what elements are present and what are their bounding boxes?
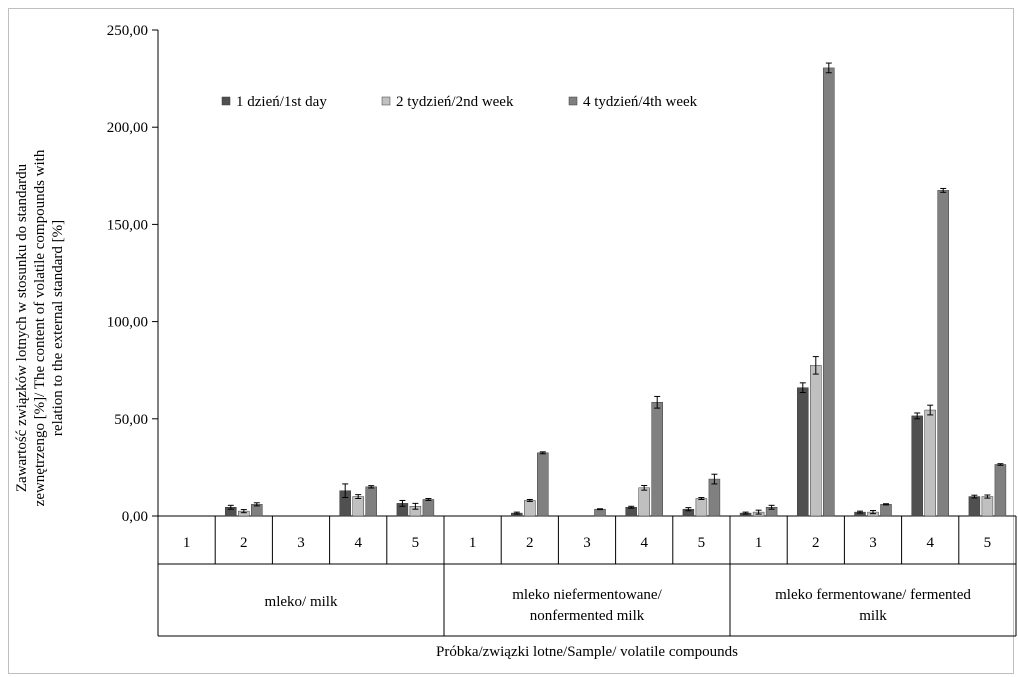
chart-frame <box>8 8 1014 674</box>
bar <box>981 496 994 517</box>
y-axis-label: Zawartość związków lotnych w stosunku do… <box>14 149 66 506</box>
bar <box>651 402 663 517</box>
x-group-label-line-1: mleko fermentowane/ fermented <box>775 587 971 603</box>
x-category-label: 5 <box>984 535 992 551</box>
bar <box>994 464 1007 517</box>
bar <box>968 496 981 517</box>
legend-entry: 1 dzień/1st day <box>236 94 327 110</box>
x-category-label: 4 <box>354 535 362 551</box>
x-group-label-line-2: milk <box>859 608 887 624</box>
y-tick-labels: 0,00 50,00 100,00 150,00 200,00 250,00 <box>107 23 148 525</box>
x-category-label: 3 <box>583 535 591 551</box>
x-category-label: 4 <box>640 535 648 551</box>
y-axis-label-line-2: zewnętrzengo [%]/ The content of volatil… <box>32 149 48 506</box>
axes <box>152 29 1017 637</box>
bar <box>823 67 835 517</box>
legend-swatch <box>221 96 231 106</box>
bar <box>537 452 549 517</box>
bar <box>524 500 536 517</box>
y-axis-label-line-3: relation to the external standard [%] <box>50 220 66 436</box>
error-bars <box>227 62 1004 515</box>
x-group-label-line-2: nonfermented milk <box>530 608 645 624</box>
x-group-label-line-1: mleko/ milk <box>265 594 338 610</box>
legend-entry: 4 tydzień/4th week <box>583 94 698 110</box>
y-tick-label: 200,00 <box>107 120 148 136</box>
x-axis-label: Próbka/związki lotne/Sample/ volatile co… <box>436 644 738 660</box>
x-group-label-line-1: mleko niefermentowane/ <box>512 587 662 603</box>
legend-entry: 2 tydzień/2nd week <box>396 94 514 110</box>
bar <box>708 478 721 517</box>
legend-swatch <box>568 96 578 106</box>
bar <box>594 508 606 517</box>
bar <box>924 409 936 517</box>
bar <box>880 504 892 517</box>
y-tick-label: 50,00 <box>114 412 148 428</box>
bar <box>810 365 822 517</box>
x-category-label: 2 <box>812 535 820 551</box>
bars <box>225 67 1007 517</box>
x-category-label: 5 <box>698 535 706 551</box>
x-category-label: 1 <box>183 535 191 551</box>
x-category-labels: 1 2 3 4 5 1 2 3 4 5 1 2 3 4 5 <box>183 535 991 551</box>
bar <box>365 486 377 517</box>
y-tick-label: 0,00 <box>122 509 148 525</box>
y-axis-label-line-1: Zawartość związków lotnych w stosunku do… <box>14 163 30 492</box>
bar <box>911 415 923 517</box>
x-group-labels: mleko/ milk mleko niefermentowane/nonferm… <box>265 587 972 624</box>
bar <box>797 387 809 517</box>
x-category-label: 4 <box>926 535 934 551</box>
x-category-label: 2 <box>526 535 534 551</box>
bar <box>352 496 364 517</box>
x-category-label: 3 <box>297 535 305 551</box>
bar <box>937 190 949 517</box>
x-category-label: 5 <box>412 535 420 551</box>
x-category-label: 1 <box>469 535 477 551</box>
legend-swatch <box>381 96 391 106</box>
bar <box>638 487 650 517</box>
legend: 1 dzień/1st day 2 tydzień/2nd week 4 tydzi… <box>221 94 698 110</box>
y-tick-label: 250,00 <box>107 23 148 39</box>
x-category-label: 3 <box>869 535 877 551</box>
bar <box>695 498 708 517</box>
y-tick-label: 150,00 <box>107 217 148 233</box>
y-tick-label: 100,00 <box>107 315 148 331</box>
x-category-label: 1 <box>755 535 763 551</box>
x-category-label: 2 <box>240 535 248 551</box>
bar <box>422 499 435 517</box>
